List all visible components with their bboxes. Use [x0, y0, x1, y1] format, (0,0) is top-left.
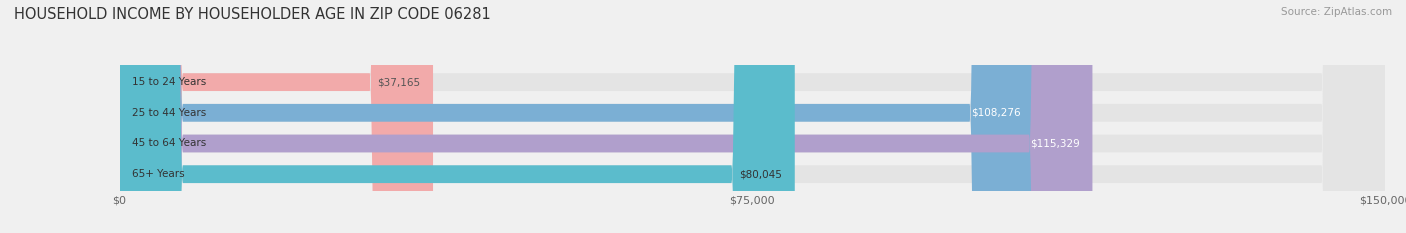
Text: $115,329: $115,329 — [1031, 138, 1080, 148]
Text: 65+ Years: 65+ Years — [132, 169, 184, 179]
FancyBboxPatch shape — [120, 0, 794, 233]
FancyBboxPatch shape — [120, 0, 1385, 233]
Text: Source: ZipAtlas.com: Source: ZipAtlas.com — [1281, 7, 1392, 17]
FancyBboxPatch shape — [120, 0, 433, 233]
Text: 25 to 44 Years: 25 to 44 Years — [132, 108, 207, 118]
Text: $37,165: $37,165 — [377, 77, 420, 87]
Text: $80,045: $80,045 — [740, 169, 782, 179]
Text: HOUSEHOLD INCOME BY HOUSEHOLDER AGE IN ZIP CODE 06281: HOUSEHOLD INCOME BY HOUSEHOLDER AGE IN Z… — [14, 7, 491, 22]
FancyBboxPatch shape — [120, 0, 1385, 233]
FancyBboxPatch shape — [120, 0, 1092, 233]
Text: 45 to 64 Years: 45 to 64 Years — [132, 138, 207, 148]
FancyBboxPatch shape — [120, 0, 1385, 233]
FancyBboxPatch shape — [120, 0, 1385, 233]
Text: $108,276: $108,276 — [970, 108, 1021, 118]
Text: 15 to 24 Years: 15 to 24 Years — [132, 77, 207, 87]
FancyBboxPatch shape — [120, 0, 1033, 233]
